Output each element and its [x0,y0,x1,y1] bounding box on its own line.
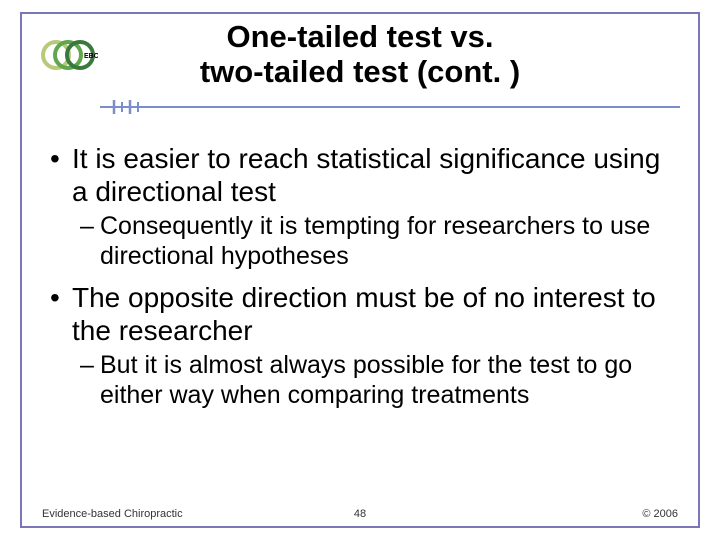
footer: Evidence-based Chiropractic 48 © 2006 [42,502,678,520]
bullet-level1: The opposite direction must be of no int… [44,281,676,347]
title-line-1: One-tailed test vs. [22,20,698,55]
title-line-2: two-tailed test (cont. ) [22,55,698,90]
footer-copyright: © 2006 [642,508,678,520]
header: EBC One-tailed test vs. two-tailed test … [22,14,698,124]
header-divider-icon [100,100,680,114]
bullet-level2: But it is almost always possible for the… [44,351,676,410]
bullet-level2: Consequently it is tempting for research… [44,212,676,271]
slide-frame: EBC One-tailed test vs. two-tailed test … [20,12,700,528]
bullet-level1: It is easier to reach statistical signif… [44,142,676,208]
slide-number: 48 [42,508,678,520]
slide-title: One-tailed test vs. two-tailed test (con… [22,20,698,89]
content-area: It is easier to reach statistical signif… [44,142,676,420]
